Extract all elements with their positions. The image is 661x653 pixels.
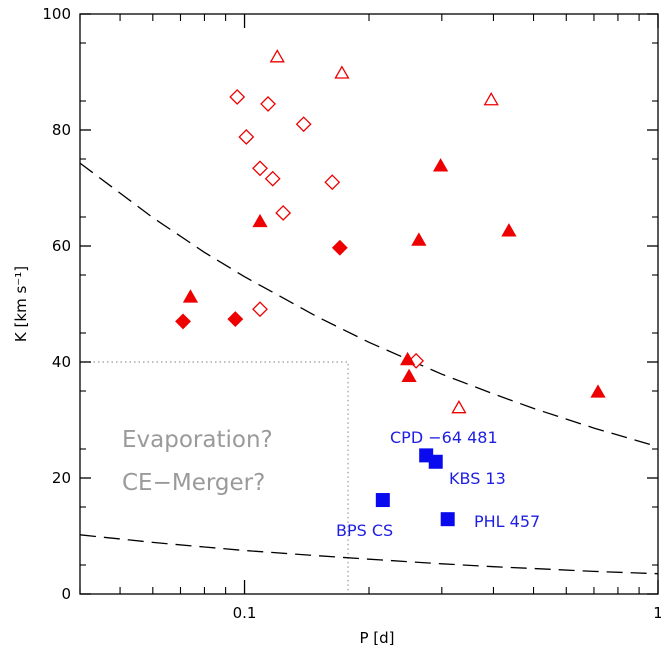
filled-triangle-point (411, 232, 427, 246)
y-tick-label: 60 (52, 237, 71, 255)
x-axis-label: P [d] (359, 629, 394, 647)
filled-square-point (440, 512, 455, 527)
y-tick-label: 100 (42, 5, 71, 23)
open-diamond-point (252, 301, 268, 318)
open-diamond-point (295, 116, 312, 133)
label-phl-457: PHL 457 (474, 512, 540, 531)
open-diamond-point (324, 174, 341, 191)
open-diamond-point (229, 89, 246, 105)
open-triangle-point (451, 400, 467, 414)
open-triangle-point (269, 49, 285, 63)
x-tick-label: 0.1 (233, 604, 257, 622)
filled-triangle-point (432, 158, 449, 172)
filled-triangle-point (501, 223, 517, 237)
plot-frame (79, 13, 659, 595)
dashed-curve-1 (79, 162, 659, 448)
open-diamond-point (264, 170, 281, 187)
filled-triangle-point (252, 213, 268, 228)
y-axis-label: K [km s⁻¹] (12, 266, 30, 342)
filled-diamond-point (175, 313, 191, 330)
open-diamond-point (238, 129, 255, 145)
y-tick-label: 0 (61, 585, 71, 603)
label-bps-cs: BPS CS (336, 521, 393, 540)
open-diamond-point (252, 160, 268, 177)
open-diamond-point (275, 205, 292, 221)
dashed-curve-2 (79, 534, 659, 575)
filled-triangle-point (401, 368, 417, 383)
y-tick-label: 40 (52, 353, 71, 371)
open-diamond-point (260, 95, 276, 112)
region-label-ce-merger: CE−Merger? (122, 470, 265, 496)
filled-triangle-point (182, 289, 199, 303)
region-label-evaporation: Evaporation? (122, 427, 273, 453)
y-tick-label: 20 (52, 469, 71, 487)
axes-layer: 0 20 40 60 80 100 0.1 1 (42, 5, 661, 622)
points-layer (175, 49, 606, 527)
curves-layer (79, 162, 659, 575)
filled-triangle-point (400, 351, 416, 366)
label-kbs-13: KBS 13 (449, 469, 506, 488)
filled-diamond-point (227, 311, 244, 327)
label-cpd-64-481: CPD −64 481 (390, 428, 498, 447)
filled-square-point (375, 493, 390, 508)
filled-triangle-point (590, 384, 606, 398)
x-tick-label: 1 (653, 604, 661, 622)
open-triangle-point (483, 92, 499, 106)
filled-square-point (428, 454, 443, 469)
y-tick-label: 80 (52, 121, 71, 139)
open-triangle-point (334, 65, 350, 79)
filled-diamond-point (331, 239, 348, 256)
